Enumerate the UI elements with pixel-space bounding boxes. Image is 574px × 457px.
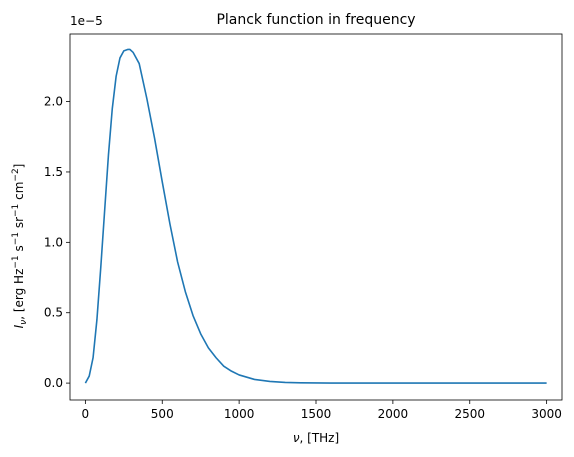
x-tick-label: 1000 (224, 407, 255, 421)
x-axis-label: ν, [THz] (293, 431, 339, 445)
x-tick-label: 2000 (378, 407, 409, 421)
scale-factor-base: 1e−5 (70, 14, 103, 28)
x-tick-label: 1500 (301, 407, 332, 421)
y-scale-factor: 1e−5 (70, 14, 103, 28)
y-tick-label: 0.5 (44, 306, 63, 320)
y-tick-label: 2.0 (44, 95, 63, 109)
y-axis: 0.0 0.5 1.0 1.5 2.0 (44, 95, 70, 390)
x-tick-label: 0 (82, 407, 90, 421)
y-axis-label: Iν, [erg Hz−1 s−1 sr−1 cm−2] (11, 164, 29, 329)
y-tick-label: 1.5 (44, 165, 63, 179)
x-tick-label: 3000 (531, 407, 562, 421)
plot-area (69, 33, 563, 401)
x-axis: 0 500 1000 1500 2000 2500 3000 (82, 400, 562, 421)
series-layer (84, 48, 547, 384)
chart-title: Planck function in frequency (216, 12, 415, 28)
x-tick-label: 500 (151, 407, 174, 421)
x-tick-label: 2500 (454, 407, 485, 421)
y-tick-label: 1.0 (44, 235, 63, 249)
plot-frame (69, 33, 563, 401)
planck-series-line (84, 48, 547, 384)
y-tick-label: 0.0 (44, 376, 63, 390)
